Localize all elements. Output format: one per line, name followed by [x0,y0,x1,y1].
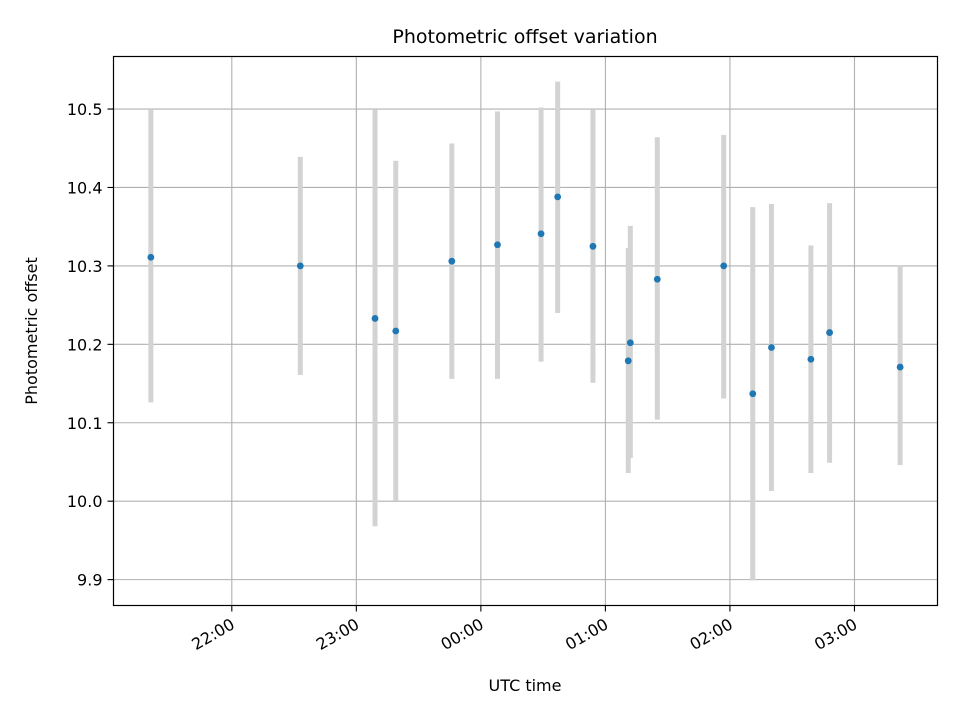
y-axis-label: Photometric offset [22,257,41,405]
x-axis-label: UTC time [489,676,562,695]
data-point [624,357,632,365]
y-tick-label: 10.4 [67,178,103,197]
chart-title: Photometric offset variation [392,26,657,48]
data-point [720,262,728,270]
y-tick-label: 10.0 [67,492,103,511]
y-tick-label: 10.3 [67,257,103,276]
data-point [807,355,815,363]
data-point [554,193,562,201]
data-point [653,275,661,283]
data-point [392,327,400,335]
y-tick-label: 9.9 [77,571,102,590]
data-point [537,230,545,238]
y-tick-label: 10.5 [67,100,103,119]
plot-frame [112,55,939,607]
data-point [626,339,634,347]
data-point [768,344,775,351]
grid-lines [113,56,938,606]
y-tick-label: 10.2 [67,335,103,354]
data-point [826,329,833,336]
y-tick-label: 10.1 [67,414,103,433]
data-point [448,257,456,265]
data-points [147,193,904,398]
data-point [147,253,155,261]
data-point [896,363,904,371]
data-point [494,241,501,249]
data-point [749,390,757,398]
data-point [296,262,304,270]
data-point [371,315,379,322]
y-axis-ticks: 9.9 10.0 10.1 10.2 10.3 10.4 10.5 [67,100,114,590]
data-point [589,242,597,250]
